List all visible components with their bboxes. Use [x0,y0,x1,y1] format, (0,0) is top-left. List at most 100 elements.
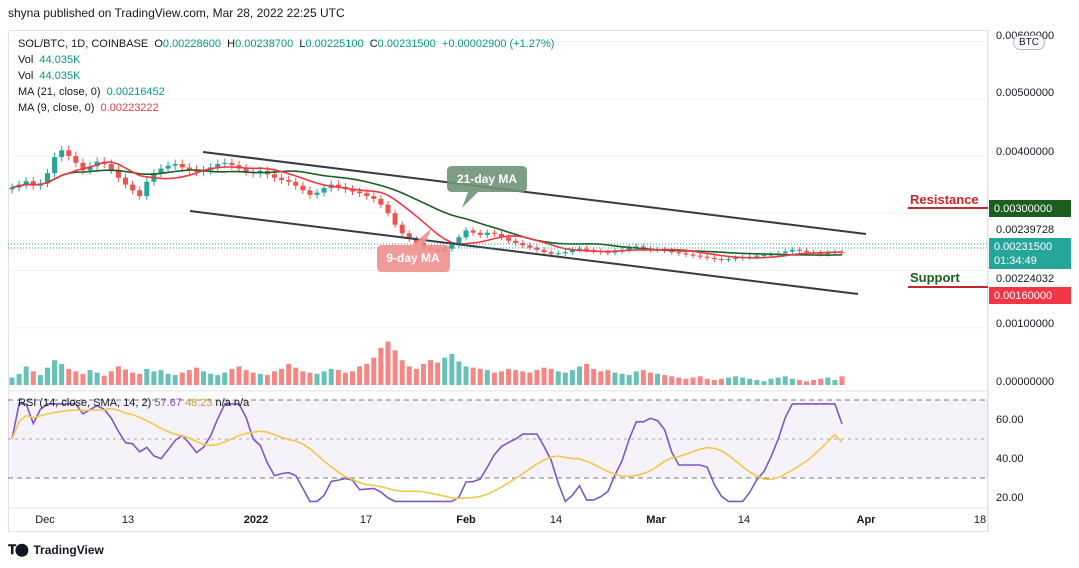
volume-bar [179,372,185,385]
brand-name[interactable]: TradingView [33,543,104,557]
volume-bar [314,373,320,385]
channel-lower-line[interactable] [189,210,859,295]
candle-body [640,246,646,249]
candle-body [569,249,575,253]
candle-body [73,155,79,163]
volume-bar [676,377,682,385]
symbol-label[interactable]: SOL/BTC, 1D, COINBASE [18,38,149,50]
volume-bar [456,361,462,385]
current-price-badge: 0.00231500 [994,241,1052,253]
ma9-callout[interactable]: 9-day MA [377,228,450,272]
candle-body [456,237,462,245]
price-tick: 0.00500000 [996,87,1054,99]
time-tick: 2022 [244,514,268,526]
ma21-line [11,169,843,256]
rsi-label[interactable]: RSI (14, close, SMA, 14, 2) [18,397,152,409]
candle-body [350,189,356,192]
channel-upper-line[interactable] [202,151,867,235]
volume-bar [9,377,15,385]
candle-body [477,232,483,235]
volume-bar [711,380,717,385]
volume-bar [16,373,22,385]
rsi-axis[interactable]: 60.00 40.00 20.00 [996,414,1024,504]
resistance-badge-bg [989,200,1071,217]
candle-body [690,254,696,256]
rsi-legend: RSI (14, close, SMA, 14, 2) 57.67 48.23 … [18,397,249,409]
volume-bar [193,367,199,385]
candle-body [87,166,93,171]
candle-body [115,169,121,178]
candle-body [584,248,590,250]
volume-bar [804,381,810,385]
volume-bar [350,371,356,385]
chart-legend: SOL/BTC, 1D, COINBASE O0.00228600 H0.002… [18,36,554,116]
candle-body [470,230,476,233]
countdown-badge: 01:34:49 [994,255,1037,267]
high-price-badge: 0.00239728 [996,224,1054,236]
volume-bar [23,366,29,385]
volume-bar [271,371,277,385]
rsi-tick: 20.00 [996,492,1024,504]
volume-bar [442,357,448,385]
candle-body [165,165,171,169]
volume-bar [222,372,228,385]
volume-bar [569,370,575,385]
volume-bar [789,378,795,385]
high-label: H [227,38,236,50]
footer: 𝐓⬤ TradingView [8,542,104,558]
vol-label: Vol [18,70,34,82]
volume-bar [775,377,781,385]
candle-body [293,181,299,186]
publish-caption: shyna published on TradingView.com, Mar … [8,6,345,20]
candle-body [215,163,221,168]
volume-bar [406,366,412,385]
volume-bar [527,372,533,385]
volume-bar [747,378,753,385]
candle-body [314,192,320,195]
candle-body [683,253,689,255]
candle-body [796,249,802,252]
currency-badge[interactable]: BTC [1013,35,1045,50]
rsi-tick: 60.00 [996,414,1024,426]
volume-bar [73,371,79,385]
candle-body [711,257,717,260]
tradingview-logo-icon[interactable]: 𝐓⬤ [8,542,28,557]
current-price-badge-bg [989,238,1071,269]
candle-body [406,233,412,239]
volume-bar [357,366,363,385]
price-axis[interactable]: 0.00600000 0.00500000 0.00400000 0.00100… [996,30,1054,388]
ma9-label: MA (9, close, 0) [18,102,95,114]
candle-body [44,173,50,184]
volume-bar [470,367,476,385]
volume-bar [825,377,831,385]
volume-bar [94,372,100,385]
volume-bar [541,367,547,385]
volume-bar [484,370,490,385]
volume-bar [577,366,583,385]
candle-body [193,169,199,172]
time-tick: Feb [456,514,476,526]
support-badge: 0.00160000 [994,290,1052,302]
time-tick: Dec [35,514,55,526]
volume-bar [669,376,675,385]
candle-body [371,196,377,199]
volume-bar [640,370,646,385]
candle-body [123,177,129,185]
volume-bar [264,375,270,385]
volume-bar [66,368,72,385]
volume-bar [591,368,597,385]
ma21-callout[interactable]: 21-day MA [447,166,527,208]
volume-bar [655,373,661,385]
volume-bar [286,363,292,385]
volume-bar [108,371,114,385]
time-axis[interactable]: Dec 13 2022 17 Feb 14 Mar 14 Apr 18 [35,514,986,526]
grid [8,40,988,329]
time-tick: 18 [974,514,986,526]
rsi-sma-line [11,407,843,500]
time-tick: 17 [360,514,372,526]
high-value: 0.00238700 [235,38,294,50]
volume-bar [101,375,107,385]
candle-body [527,245,533,248]
candle-body [80,162,86,171]
